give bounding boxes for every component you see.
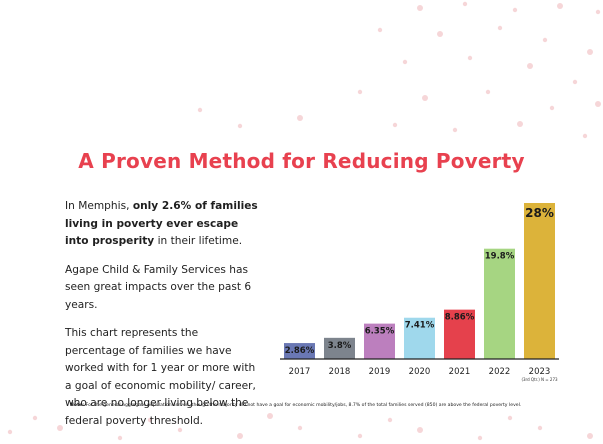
background-dot xyxy=(595,101,601,107)
background-dot xyxy=(437,31,443,37)
background-dot xyxy=(582,133,588,139)
background-dot xyxy=(422,95,428,101)
background-dot xyxy=(467,55,473,61)
background-dot xyxy=(32,415,38,421)
background-dot xyxy=(7,429,13,435)
bar-2019 xyxy=(364,323,395,359)
x-tick-label: 2023 xyxy=(529,367,551,377)
page-title: A Proven Method for Reducing Poverty xyxy=(78,149,525,173)
background-dot xyxy=(549,105,555,111)
background-dot xyxy=(197,107,203,113)
background-dot xyxy=(512,7,518,13)
background-dot xyxy=(527,63,533,69)
background-dot xyxy=(392,122,398,128)
background-dot xyxy=(462,1,468,7)
background-dot xyxy=(537,425,543,431)
x-tick-label: 2021 xyxy=(449,367,471,377)
background-dot xyxy=(402,59,408,65)
background-dot xyxy=(267,413,273,419)
background-dot xyxy=(517,121,523,127)
background-dot xyxy=(417,5,423,11)
intro-bold: only 2.6% of families living in poverty … xyxy=(65,200,258,247)
background-dot xyxy=(595,9,601,15)
chart-description: This chart represents the percentage of … xyxy=(65,327,256,427)
background-dot xyxy=(587,433,593,439)
intro-suffix: in their lifetime. xyxy=(154,235,243,247)
intro-copy: In Memphis, only 2.6% of families living… xyxy=(65,198,260,441)
background-dot xyxy=(485,89,491,95)
background-dot xyxy=(237,123,243,129)
x-tick-label: 2019 xyxy=(369,367,391,377)
bar-2017 xyxy=(284,343,315,359)
background-dot xyxy=(357,433,363,439)
background-dot xyxy=(557,3,563,9)
bar-2018 xyxy=(324,337,355,359)
bar-value-label: 6.35% xyxy=(365,327,395,337)
bar-2021 xyxy=(444,309,475,359)
annotation-label: (3rd Qtr.) N = 273 xyxy=(521,377,558,382)
bar-value-label: 8.86% xyxy=(445,313,475,323)
note-label: Note: xyxy=(70,403,85,408)
background-dot xyxy=(57,425,63,431)
background-dot xyxy=(452,127,458,133)
background-dot xyxy=(297,115,303,121)
background-dot xyxy=(357,89,363,95)
x-tick-label: 2018 xyxy=(329,367,351,377)
note-text: For the general aggregate population ser… xyxy=(84,403,522,408)
bar-value-label: 19.8% xyxy=(485,252,515,262)
background-dot xyxy=(572,79,578,85)
x-tick-label: 2020 xyxy=(409,367,431,377)
background-dot xyxy=(587,49,593,55)
bar-value-label: 3.8% xyxy=(328,341,352,351)
impact-paragraph: Agape Child & Family Services has seen g… xyxy=(65,263,252,311)
background-dot xyxy=(377,27,383,33)
background-dot xyxy=(507,415,513,421)
background-dot xyxy=(147,417,153,423)
background-dot xyxy=(497,25,503,31)
bar-2022 xyxy=(484,248,515,359)
background-dot xyxy=(177,427,183,433)
bar-2023 xyxy=(524,203,555,359)
bar-value-label: 2.86% xyxy=(285,346,315,356)
background-dot xyxy=(417,427,423,433)
intro-prefix: In Memphis, xyxy=(65,200,133,212)
bar-2020 xyxy=(404,317,435,359)
background-dot xyxy=(387,417,393,423)
background-dot xyxy=(542,37,548,43)
background-dot xyxy=(117,435,123,441)
bar-value-label: 28% xyxy=(525,206,554,220)
background-dot xyxy=(477,435,483,441)
bar-value-label: 7.41% xyxy=(405,321,435,331)
x-tick-label: 2022 xyxy=(489,367,511,377)
x-tick-label: 2017 xyxy=(289,367,311,377)
footnote: Note: For the general aggregate populati… xyxy=(70,403,590,408)
background-dot xyxy=(297,425,303,431)
background-dot xyxy=(237,433,243,439)
intro-paragraph: In Memphis, only 2.6% of families living… xyxy=(65,198,260,251)
poverty-bar-chart: 2.86% 2017 3.8% 2018 6.35% 2019 7.41% 2020 8.86%… xyxy=(280,203,559,382)
